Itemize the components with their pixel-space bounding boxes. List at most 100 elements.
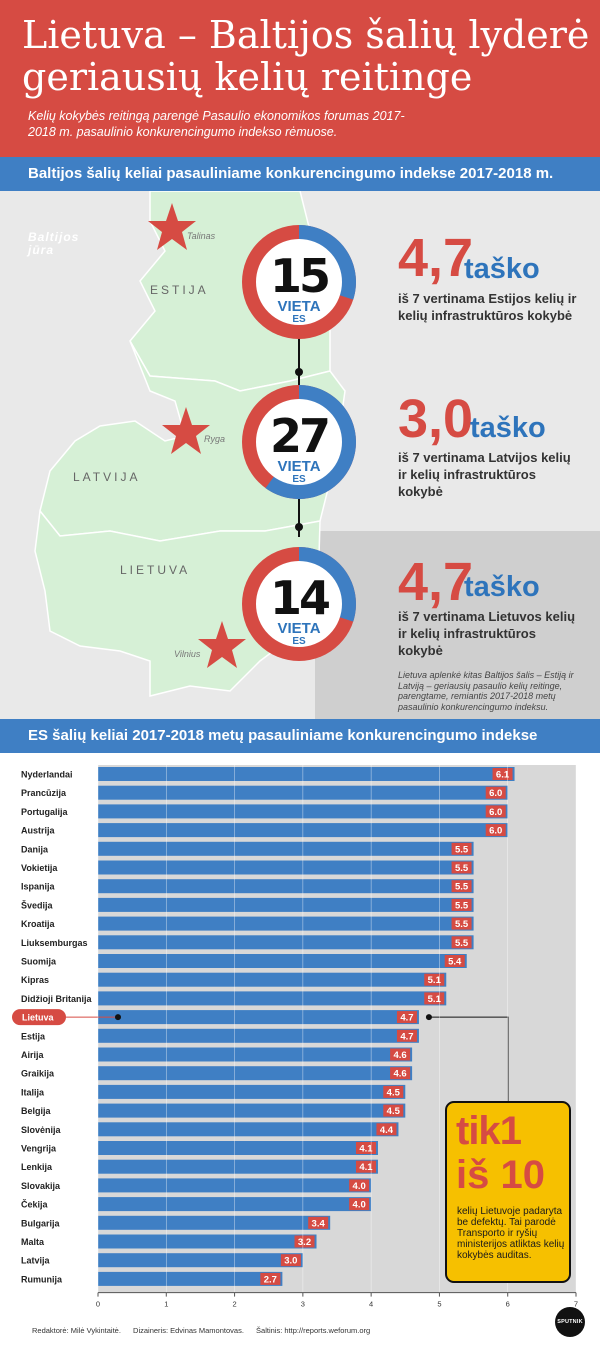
category-label: Vengrija bbox=[21, 1144, 57, 1154]
category-label: Didžioji Britanija bbox=[21, 994, 93, 1004]
eu-bar-chart: 6.1 Nyderlandai 6.0 Prancūzija 6.0 Portugalij… bbox=[12, 765, 578, 1309]
category-label: Austrija bbox=[21, 826, 56, 836]
bar-value-label: 2.7 bbox=[264, 1274, 277, 1285]
bar-value-label: 4.5 bbox=[387, 1087, 401, 1098]
bar-Suomija bbox=[98, 954, 467, 968]
page-title: Lietuva – Baltijos šalių lyderė geriausi… bbox=[22, 13, 590, 99]
category-label: Lenkija bbox=[21, 1162, 53, 1172]
category-label: Latvija bbox=[21, 1256, 51, 1266]
bar-Didžioji Britanija bbox=[98, 991, 447, 1006]
bar-value-bg bbox=[390, 1048, 411, 1061]
category-label: Italija bbox=[21, 1087, 45, 1097]
header-banner: Lietuva – Baltijos šalių lyderė geriausi… bbox=[0, 0, 600, 157]
bar-value-bg bbox=[444, 955, 465, 967]
callout-line2: iš 10 bbox=[456, 1155, 545, 1195]
x-tick-label: 2 bbox=[232, 1300, 236, 1309]
bar-value-bg bbox=[294, 1235, 315, 1248]
bar-value-label: 5.1 bbox=[428, 975, 442, 986]
bar-value-label: 5.5 bbox=[455, 882, 469, 893]
bar-Graikija bbox=[98, 1066, 413, 1081]
bar-value-bg bbox=[376, 1123, 397, 1136]
bar-value-label: 6.0 bbox=[489, 826, 502, 837]
bar-value-bg bbox=[451, 917, 472, 930]
highlight-pill bbox=[12, 1009, 66, 1026]
credit-editor: Redaktorė: Milė Vykintaitė. bbox=[32, 1326, 121, 1335]
bar-Vengrija bbox=[98, 1141, 378, 1155]
bar-value-label: 3.4 bbox=[312, 1218, 326, 1229]
bar-value-bg bbox=[383, 1104, 404, 1117]
connector-dot bbox=[295, 523, 303, 531]
capital-label-vilnius: Vilnius bbox=[174, 649, 201, 659]
category-label: Kroatija bbox=[21, 919, 56, 929]
callout-line1-number: 1 bbox=[499, 1109, 522, 1153]
x-tick-label: 7 bbox=[574, 1300, 578, 1309]
category-label: Prancūzija bbox=[21, 788, 67, 798]
baltic-note: Lietuva aplenkė kitas Baltijos šalis – E… bbox=[398, 670, 574, 712]
score-unit-lithuania: taško bbox=[464, 571, 540, 603]
score-estonia: 4,7 bbox=[398, 228, 474, 288]
category-label: Rumunija bbox=[21, 1274, 63, 1284]
baltic-map-section: Baltijos jūra ESTIJA LATVIJA LIETUVA Tal… bbox=[0, 191, 600, 719]
bar-Švedija bbox=[98, 897, 474, 912]
capital-star-vilnius bbox=[198, 621, 246, 668]
bar-Italija bbox=[98, 1084, 406, 1099]
donut-hole-outer bbox=[257, 400, 341, 484]
bar-value-label: 5.1 bbox=[428, 994, 442, 1005]
category-label: Kipras bbox=[21, 975, 49, 985]
bar-value-label: 3.0 bbox=[284, 1256, 297, 1267]
bar-value-bg bbox=[451, 861, 472, 874]
callout-line1-word: tik bbox=[456, 1109, 501, 1153]
callout-line2-number: 10 bbox=[500, 1153, 545, 1197]
donut-hole-outer bbox=[257, 562, 341, 646]
x-tick-label: 1 bbox=[164, 1300, 168, 1309]
bar-value-bg bbox=[485, 805, 506, 818]
bar-Kipras bbox=[98, 972, 447, 987]
donut-hole-border bbox=[256, 239, 342, 325]
donut-hole-border bbox=[256, 561, 342, 647]
x-tick-label: 4 bbox=[369, 1300, 373, 1309]
bar-Nyderlandai bbox=[98, 767, 515, 781]
category-label: Suomija bbox=[21, 957, 57, 967]
score-desc-lithuania: iš 7 vertinama Lietuvos kelių ir kelių i… bbox=[398, 609, 576, 658]
sea-label-line1: Baltijos bbox=[28, 230, 80, 244]
bar-value-label: 5.4 bbox=[448, 957, 462, 968]
score-unit-latvia: taško bbox=[470, 412, 546, 444]
category-label: Lietuva bbox=[22, 1013, 55, 1023]
bar-value-label: 6.0 bbox=[489, 788, 502, 799]
category-label: Malta bbox=[21, 1237, 45, 1247]
category-label: Airija bbox=[21, 1050, 45, 1060]
page-subtitle: Kelių kokybės reitingą parengė Pasaulio … bbox=[28, 109, 405, 139]
credit-source: Šaltinis: http://reports.weforum.org bbox=[256, 1326, 371, 1335]
bar-value-label: 4.1 bbox=[359, 1162, 373, 1173]
donut-1 bbox=[242, 385, 356, 499]
place-es-label: ES bbox=[292, 636, 306, 647]
place-number: 14 bbox=[269, 571, 331, 625]
sea-label: Baltijos jūra bbox=[28, 231, 79, 257]
section-eu-title: ES šalių keliai 2017-2018 metų pasaulini… bbox=[0, 719, 600, 753]
category-label: Švedija bbox=[21, 899, 54, 910]
category-label: Estija bbox=[21, 1031, 46, 1041]
bar-Slovėnija bbox=[98, 1122, 399, 1137]
bar-value-bg bbox=[451, 880, 472, 893]
donut-hole-outer bbox=[257, 240, 341, 324]
bar-Danija bbox=[98, 841, 474, 856]
bar-Airija bbox=[98, 1047, 413, 1062]
score-unit-estonia: taško bbox=[464, 253, 540, 285]
category-label: Danija bbox=[21, 844, 49, 854]
bar-value-label: 4.6 bbox=[394, 1069, 407, 1080]
place-es-label: ES bbox=[292, 314, 306, 325]
bar-value-bg bbox=[485, 786, 506, 799]
bar-value-label: 4.6 bbox=[394, 1050, 407, 1061]
place-latvia: 27 VIETA ES bbox=[257, 413, 341, 485]
bar-value-label: 5.5 bbox=[455, 919, 469, 930]
bar-Latvija bbox=[98, 1253, 303, 1268]
bar-Malta bbox=[98, 1234, 317, 1249]
highlight-dot bbox=[115, 1014, 121, 1021]
place-number: 27 bbox=[269, 409, 331, 463]
callout-text: kelių Lietuvoje padaryta be defektų. Tai… bbox=[457, 1206, 565, 1261]
bar-value-label: 4.4 bbox=[380, 1125, 394, 1136]
bar-value-label: 5.5 bbox=[455, 938, 469, 949]
bar-value-label: 5.5 bbox=[455, 863, 469, 874]
x-tick-label: 6 bbox=[506, 1300, 510, 1309]
category-label: Čekija bbox=[21, 1199, 49, 1210]
